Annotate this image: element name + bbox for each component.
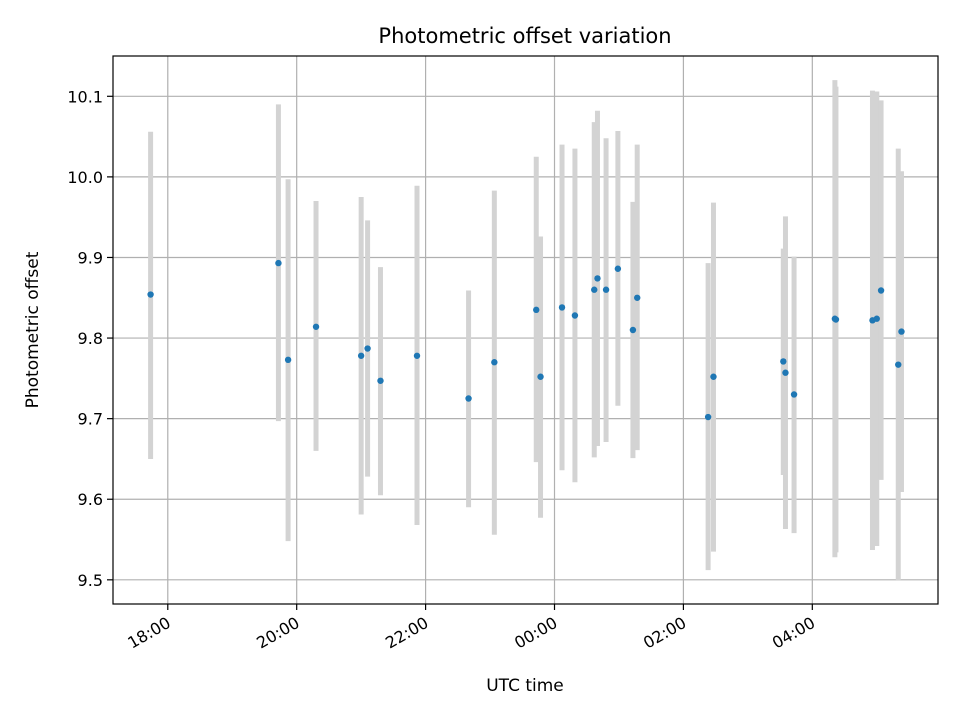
y-tick-label: 9.7: [78, 410, 103, 429]
data-point: [571, 312, 579, 319]
x-axis-label: UTC time: [486, 676, 564, 696]
x-tick-label: 04:00: [769, 613, 818, 653]
y-tick-label: 10.0: [67, 168, 103, 187]
data-point: [873, 315, 880, 322]
data-point: [790, 391, 798, 398]
data-point: [629, 326, 637, 334]
data-point: [634, 294, 641, 301]
data-point: [780, 358, 787, 365]
data-point: [602, 286, 610, 293]
data-point: [594, 275, 601, 282]
x-axis-ticks: 18:00 20:00 22:00 00:00 02:00 04:00: [124, 604, 818, 653]
x-tick-label: 18:00: [124, 613, 173, 653]
data-point: [782, 369, 789, 376]
data-point: [558, 304, 566, 311]
data-point: [275, 259, 282, 267]
data-point: [614, 265, 622, 272]
data-point: [832, 316, 840, 323]
data-point: [377, 377, 384, 384]
chart-title: Photometric offset variation: [378, 24, 671, 48]
data-points: [147, 259, 905, 421]
data-point: [413, 352, 421, 359]
y-axis-ticks: 9.5 9.6 9.7 9.8 9.9 10.0 10.1: [67, 87, 113, 590]
x-tick-label: 00:00: [511, 613, 560, 653]
data-point: [357, 352, 365, 359]
data-point: [312, 323, 320, 330]
plot-frame: [112, 55, 939, 605]
data-point: [465, 395, 472, 402]
y-tick-label: 9.8: [78, 329, 103, 348]
data-point: [898, 328, 905, 335]
data-point: [533, 306, 540, 314]
data-point: [710, 373, 717, 380]
data-point: [537, 373, 544, 380]
x-tick-label: 02:00: [640, 613, 689, 653]
data-point: [284, 356, 292, 364]
y-tick-label: 9.9: [78, 248, 103, 267]
data-point: [591, 286, 598, 293]
x-tick-label: 20:00: [253, 613, 302, 653]
data-point: [147, 291, 154, 298]
grid-lines: [113, 56, 938, 604]
y-tick-label: 9.6: [78, 490, 103, 509]
data-point: [895, 361, 902, 368]
y-tick-label: 10.1: [67, 87, 103, 106]
data-point: [364, 345, 371, 352]
data-point: [491, 359, 498, 366]
data-point: [704, 413, 712, 421]
y-axis-label: Photometric offset: [23, 251, 43, 408]
data-point: [877, 287, 885, 294]
x-tick-label: 22:00: [382, 613, 431, 653]
error-bars: [148, 80, 904, 581]
y-tick-label: 9.5: [78, 571, 103, 590]
